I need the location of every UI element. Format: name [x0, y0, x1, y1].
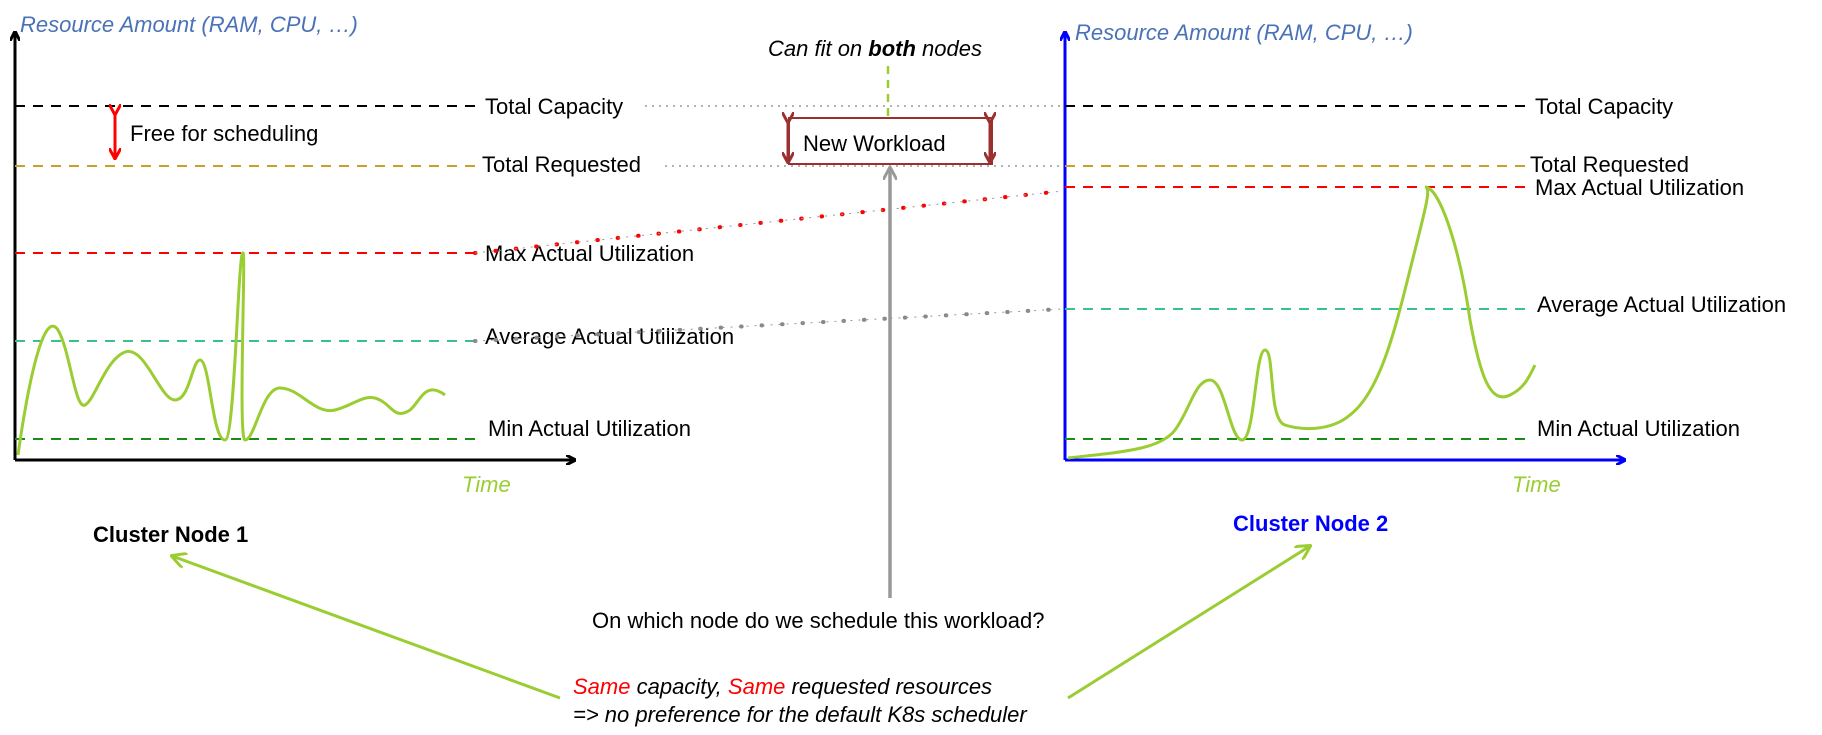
- pointer-arrow-node2: [1067, 546, 1310, 700]
- free-for-scheduling-label: Free for scheduling: [130, 121, 318, 146]
- same-capacity-line: Same capacity, Same requested resources: [573, 674, 992, 699]
- left-min-actual-label: Min Actual Utilization: [488, 416, 691, 441]
- schedule-question-label: On which node do we schedule this worklo…: [592, 608, 1045, 633]
- left-utilization-curve: [16, 251, 446, 456]
- left-time-label: Time: [462, 472, 511, 497]
- center-workload: Can fit on both nodes New Workload On wh…: [473, 36, 1065, 633]
- right-total-capacity-label: Total Capacity: [1535, 94, 1673, 119]
- left-average-actual-label: Average Actual Utilization: [485, 324, 734, 349]
- left-node-chart: Resource Amount (RAM, CPU, …) Time Total…: [15, 12, 734, 547]
- right-min-actual-label: Min Actual Utilization: [1537, 416, 1740, 441]
- right-max-actual-label: Max Actual Utilization: [1535, 175, 1744, 200]
- right-time-label: Time: [1512, 472, 1561, 497]
- right-total-requested-label: Total Requested: [1530, 152, 1689, 177]
- right-node-title: Cluster Node 2: [1233, 511, 1388, 536]
- right-node-chart: Resource Amount (RAM, CPU, …) Time Total…: [1065, 20, 1786, 536]
- pointer-arrow-node1: [172, 556, 561, 700]
- left-axis-title: Resource Amount (RAM, CPU, …): [20, 12, 358, 37]
- right-utilization-curve: [1067, 185, 1537, 460]
- max-utilization-thin-connector: [474, 190, 1064, 254]
- left-total-capacity-label: Total Capacity: [485, 94, 623, 119]
- new-workload-label: New Workload: [803, 131, 946, 156]
- right-average-actual-label: Average Actual Utilization: [1537, 292, 1786, 317]
- left-node-title: Cluster Node 1: [93, 522, 248, 547]
- left-total-requested-label: Total Requested: [482, 152, 641, 177]
- average-utilization-dotted-connector: [473, 307, 1065, 343]
- no-preference-line: => no preference for the default K8s sch…: [573, 702, 1028, 727]
- right-axis-title: Resource Amount (RAM, CPU, …): [1075, 20, 1413, 45]
- max-utilization-dotted-connector: [473, 189, 1065, 255]
- footer-conclusion: Same capacity, Same requested resources …: [172, 546, 1310, 727]
- fit-both-nodes-label: Can fit on both nodes: [768, 36, 982, 61]
- left-max-actual-label: Max Actual Utilization: [485, 241, 694, 266]
